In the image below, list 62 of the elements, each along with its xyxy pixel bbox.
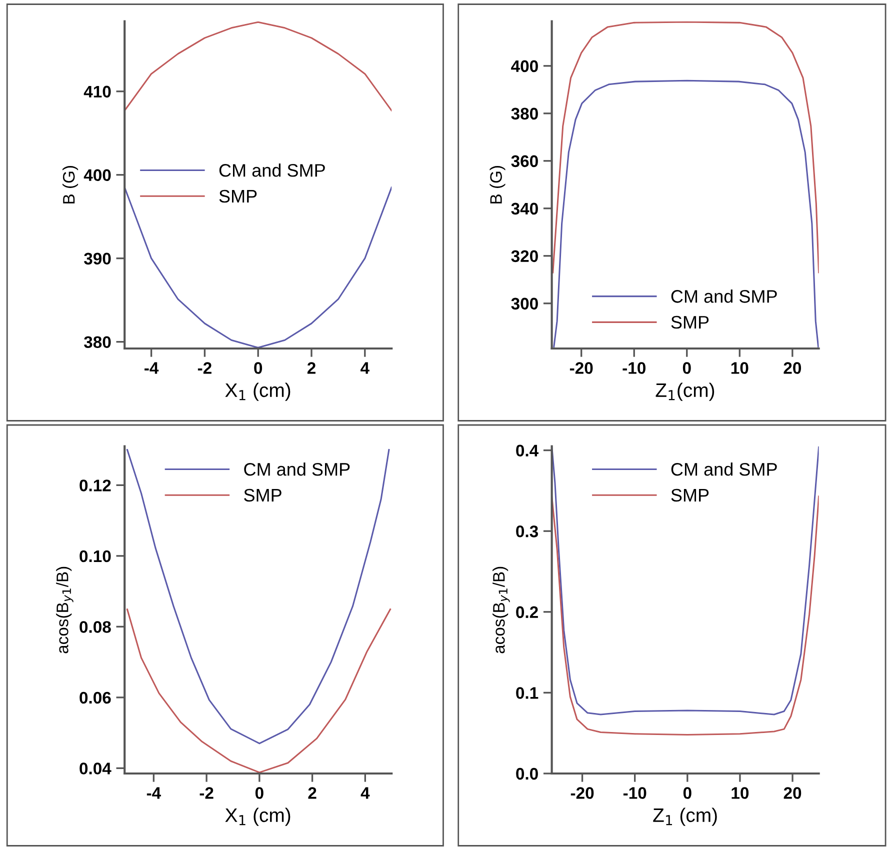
legend-label: CM and SMP	[671, 462, 777, 476]
y-tick-label: 300	[511, 298, 538, 310]
line-series	[126, 449, 390, 744]
x-axis-title: Z$_{1}$(cm)	[656, 382, 714, 401]
x-tick-label: 0	[254, 362, 262, 374]
legend-label: CM and SMP	[244, 462, 350, 476]
x-tick-label: -4	[144, 362, 159, 374]
y-axis-title: B (G)	[62, 166, 78, 204]
y-tick-label: 400	[84, 169, 111, 182]
y-tick-label: 380	[511, 108, 538, 120]
y-tick-label: 0.04	[80, 762, 112, 774]
y-tick-label: 400	[511, 60, 538, 72]
y-tick-label: 390	[84, 252, 111, 265]
x-tick-label: 2	[308, 787, 316, 799]
y-tick-label: 410	[84, 86, 111, 98]
x-tick-label: 4	[360, 362, 370, 374]
y-tick-label: 320	[511, 250, 538, 262]
x-tick-label: -20	[570, 787, 594, 799]
x-tick-label: 20	[784, 362, 802, 374]
x-tick-label: -10	[623, 787, 646, 799]
y-tick-label: 0.08	[80, 621, 111, 633]
y-tick-label: 0.10	[80, 550, 111, 562]
x-tick-label: 2	[307, 362, 316, 374]
line-series	[552, 21, 819, 274]
y-tick-label: 380	[84, 336, 111, 348]
y-tick-label: 0.4	[516, 444, 539, 456]
x-tick-label: 4	[360, 787, 370, 799]
y-axis-title: acos(B$_{y1}$/B)	[56, 566, 74, 654]
y-axis-title: acos(B$_{y1}$/B)	[492, 566, 510, 654]
x-tick-label: 0	[255, 787, 264, 799]
y-tick-label: 0.0	[516, 768, 538, 780]
y-axis-title: B (G)	[490, 166, 506, 204]
legend-label: SMP	[671, 488, 709, 502]
legend-label: SMP	[671, 316, 709, 329]
line-series	[553, 80, 819, 348]
y-tick-label: 340	[511, 202, 538, 215]
legend-label: CM and SMP	[671, 290, 777, 303]
y-tick-label: 0.2	[516, 606, 538, 618]
legend-label: SMP	[219, 190, 257, 203]
x-tick-label: -4	[146, 787, 161, 799]
x-axis-title: X$_{1}$ (cm)	[225, 808, 290, 826]
line-series	[552, 446, 819, 716]
y-tick-label: 0.12	[80, 480, 111, 492]
legend-label: CM and SMP	[219, 164, 325, 177]
x-tick-label: -2	[200, 787, 214, 799]
x-tick-label: 0	[682, 362, 691, 374]
y-tick-label: 360	[511, 155, 538, 168]
x-tick-label: 10	[731, 362, 748, 374]
y-tick-label: 0.1	[516, 687, 538, 699]
line-series	[126, 608, 392, 774]
x-axis-title: Z$_{1}$ (cm)	[653, 808, 717, 826]
y-tick-label: 0.3	[516, 525, 538, 538]
y-tick-label: 0.06	[80, 692, 111, 704]
legend-label: SMP	[244, 488, 282, 502]
line-series	[124, 21, 392, 112]
x-tick-label: 20	[784, 787, 802, 799]
x-tick-label: 10	[732, 787, 749, 799]
x-tick-label: -20	[570, 362, 593, 374]
x-axis-title: X$_{1}$ (cm)	[225, 382, 290, 401]
x-tick-label: -2	[198, 362, 212, 374]
x-tick-label: -10	[622, 362, 646, 374]
x-tick-label: 0	[683, 787, 692, 799]
